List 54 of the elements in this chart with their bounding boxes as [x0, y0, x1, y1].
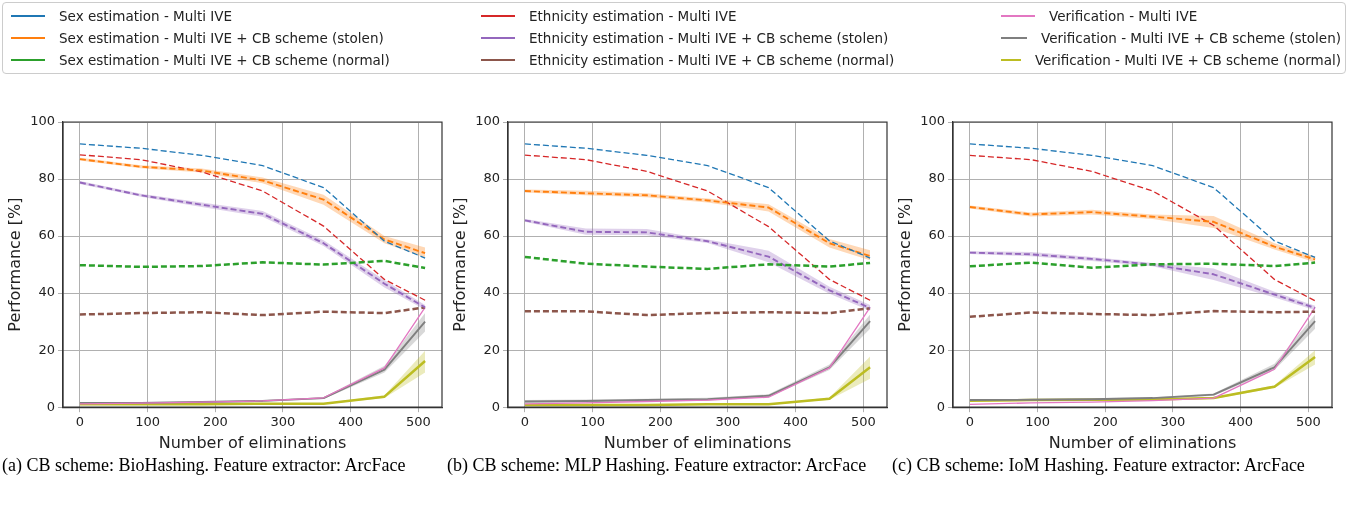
legend-label: Ethnicity estimation - Multi IVE + CB scheme (normal) — [529, 52, 895, 68]
y-tick-label: 60 — [483, 227, 501, 243]
x-axis-title: Number of eliminations — [603, 432, 792, 452]
y-tick-label: 80 — [928, 170, 946, 186]
x-tick-label: 200 — [1092, 414, 1118, 430]
y-tick-label: 0 — [936, 398, 946, 414]
y-tick-label: 100 — [920, 113, 946, 129]
x-tick-label: 300 — [1160, 414, 1186, 430]
text: (b) CB scheme: MLP Hashing. Feature extractor: ArcFace — [447, 454, 868, 476]
text: (a) CB scheme: BioHashing. Feature extractor: ArcFace — [2, 454, 407, 476]
legend-label: Verification - Multi IVE + CB scheme (normal) — [1034, 52, 1341, 68]
x-tick-label: 100 — [135, 414, 161, 430]
y-tick-label: 20 — [928, 341, 946, 357]
x-tick-label: 500 — [850, 414, 876, 430]
y-tick-label: 100 — [475, 113, 501, 129]
y-tick-label: 20 — [483, 341, 501, 357]
x-tick-label: 300 — [270, 414, 296, 430]
x-tick-label: 0 — [75, 414, 85, 430]
y-tick-label: 60 — [38, 227, 56, 243]
y-tick-label: 100 — [30, 113, 56, 129]
legend-label: Sex estimation - Multi IVE — [59, 8, 233, 24]
x-axis-title: Number of eliminations — [158, 432, 347, 452]
x-tick-label: 200 — [202, 414, 228, 430]
x-tick-label: 400 — [783, 414, 809, 430]
y-tick-label: 80 — [38, 170, 56, 186]
y-axis-title: Performance [%] — [4, 197, 24, 332]
y-tick-label: 60 — [928, 227, 946, 243]
legend-label: Ethnicity estimation - Multi IVE — [529, 8, 737, 24]
y-axis-title: Performance [%] — [449, 197, 469, 332]
y-tick-label: 80 — [483, 170, 501, 186]
legend-label: Verification - Multi IVE + CB scheme (stolen) — [1040, 30, 1341, 46]
y-tick-label: 0 — [46, 398, 56, 414]
x-tick-label: 400 — [338, 414, 364, 430]
y-tick-label: 0 — [491, 398, 501, 414]
x-tick-label: 200 — [647, 414, 673, 430]
y-tick-label: 40 — [38, 284, 56, 300]
x-tick-label: 400 — [1228, 414, 1254, 430]
x-tick-label: 0 — [965, 414, 975, 430]
y-tick-label: 40 — [928, 284, 946, 300]
legend-label: Sex estimation - Multi IVE + CB scheme (normal) — [59, 52, 390, 68]
x-tick-label: 100 — [580, 414, 606, 430]
y-tick-label: 40 — [483, 284, 501, 300]
legend-label: Ethnicity estimation - Multi IVE + CB scheme (stolen) — [529, 30, 889, 46]
y-tick-label: 20 — [38, 341, 56, 357]
text: (c) CB scheme: IoM Hashing. Feature extractor: ArcFace — [892, 454, 1306, 476]
y-axis-title: Performance [%] — [894, 197, 914, 332]
x-tick-label: 500 — [1295, 414, 1321, 430]
x-tick-label: 0 — [520, 414, 530, 430]
legend-label: Sex estimation - Multi IVE + CB scheme (stolen) — [59, 30, 384, 46]
x-axis-title: Number of eliminations — [1048, 432, 1237, 452]
legend-label: Verification - Multi IVE — [1049, 8, 1198, 24]
x-tick-label: 300 — [715, 414, 741, 430]
x-tick-label: 100 — [1025, 414, 1051, 430]
x-tick-label: 500 — [405, 414, 431, 430]
